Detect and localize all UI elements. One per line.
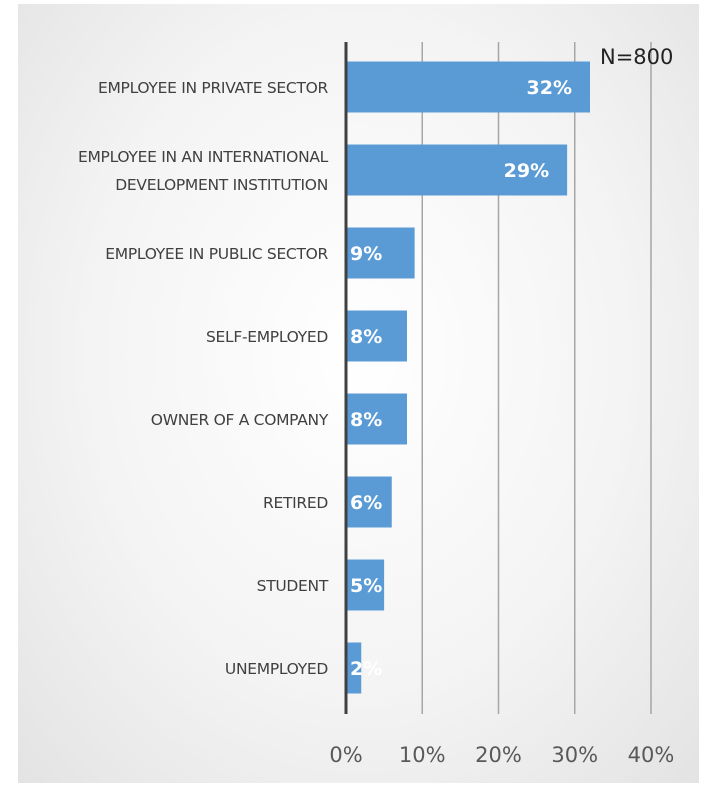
x-tick-label: 30% [551,743,598,767]
bar-data-label: 32% [527,77,572,99]
bar [346,144,568,196]
category-label: OWNER OF A COMPANY [151,411,329,429]
bar-data-label: 2% [350,658,382,680]
x-tick-label: 10% [399,743,446,767]
bar [346,61,590,113]
bar-data-label: 8% [350,326,382,348]
bar [346,393,407,445]
chart-area: 32% 29% 9% 8% 8% 6% 5% 2% EMPLOYEE IN PRIVATE S… [18,4,699,783]
category-labels: EMPLOYEE IN PRIVATE SECTOR EMPLOYEE IN AN… [78,79,329,678]
bar-data-label: 5% [350,575,382,597]
bar [346,559,385,611]
sample-size-label: N=800 [600,45,673,69]
bar-data-label: 9% [350,243,382,265]
bars [346,61,590,694]
data-labels: 32% 29% 9% 8% 8% 6% 5% 2% [350,77,572,680]
category-label: RETIRED [263,494,328,512]
bar-data-label: 29% [504,160,549,182]
bar [346,227,415,279]
category-label: EMPLOYEE IN AN INTERNATIONAL [78,148,329,166]
x-tick-labels: 0% 10% 20% 30% 40% [329,743,674,767]
x-tick-label: 40% [628,743,675,767]
category-label: STUDENT [257,577,329,595]
category-label: UNEMPLOYED [225,660,328,678]
bar-data-label: 8% [350,409,382,431]
category-label: SELF-EMPLOYED [206,328,328,346]
bar [346,642,362,694]
x-tick-label: 20% [475,743,522,767]
bar [346,476,392,528]
category-label: EMPLOYEE IN PUBLIC SECTOR [105,245,328,263]
x-tick-label: 0% [329,743,362,767]
bar [346,310,407,362]
gridlines [421,42,652,714]
category-label: DEVELOPMENT INSTITUTION [115,176,328,194]
bar-data-label: 6% [350,492,382,514]
category-label: EMPLOYEE IN PRIVATE SECTOR [98,79,329,97]
bar-chart: 32% 29% 9% 8% 8% 6% 5% 2% EMPLOYEE IN PRIVATE S… [78,42,674,767]
